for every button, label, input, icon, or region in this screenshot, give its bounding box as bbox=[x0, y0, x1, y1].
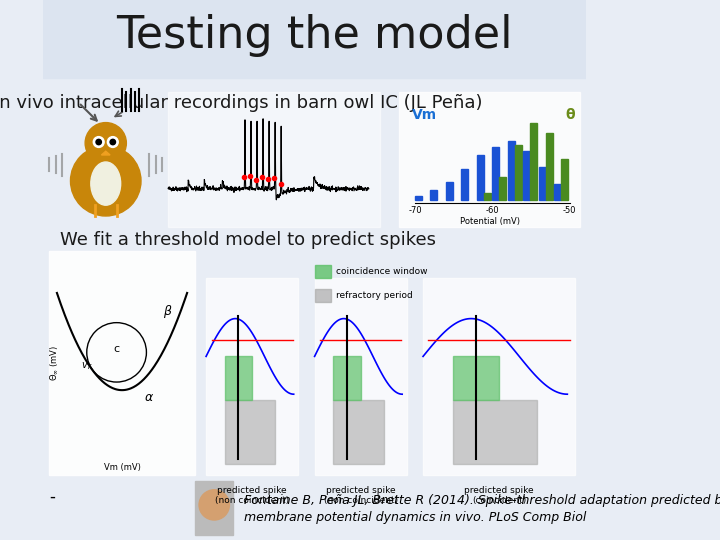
Text: $v_T$: $v_T$ bbox=[81, 361, 94, 373]
Text: Vm (mV): Vm (mV) bbox=[104, 463, 140, 472]
Bar bbox=[333, 400, 384, 464]
Circle shape bbox=[110, 139, 115, 145]
Text: Potential (mV): Potential (mV) bbox=[459, 217, 520, 226]
Text: refractory period: refractory period bbox=[336, 291, 413, 300]
Circle shape bbox=[71, 146, 141, 216]
Text: Testing the model: Testing the model bbox=[117, 14, 513, 57]
Bar bbox=[530, 123, 537, 200]
Text: Vm: Vm bbox=[413, 108, 437, 122]
Bar bbox=[225, 400, 275, 464]
Bar bbox=[523, 151, 530, 200]
Text: In vivo intracellular recordings in barn owl IC (JL Peña): In vivo intracellular recordings in barn… bbox=[0, 93, 483, 112]
Bar bbox=[539, 167, 546, 200]
Text: -50: -50 bbox=[563, 206, 576, 215]
Text: $\beta$: $\beta$ bbox=[163, 302, 172, 320]
Text: -: - bbox=[49, 488, 55, 506]
Bar bbox=[462, 169, 468, 200]
Bar bbox=[561, 159, 568, 200]
Bar bbox=[515, 145, 521, 200]
Bar bbox=[446, 182, 453, 200]
Bar bbox=[492, 147, 499, 200]
Bar bbox=[477, 156, 484, 200]
Bar bbox=[423, 278, 575, 475]
Bar bbox=[454, 400, 537, 464]
Bar bbox=[206, 278, 298, 475]
Bar bbox=[484, 193, 490, 200]
Text: Fontaine B, Peña JL, Brette R (2014). Spike-threshold adaptation predicted by
me: Fontaine B, Peña JL, Brette R (2014). Sp… bbox=[244, 494, 720, 524]
Circle shape bbox=[199, 490, 230, 520]
Text: predicted spike
(non coincident): predicted spike (non coincident) bbox=[323, 486, 397, 505]
Text: -70: -70 bbox=[408, 206, 422, 215]
Text: predicted spike
(non coincident): predicted spike (non coincident) bbox=[215, 486, 289, 505]
Text: $\alpha$: $\alpha$ bbox=[144, 391, 154, 404]
Bar bbox=[43, 0, 586, 78]
Bar bbox=[315, 289, 331, 302]
Bar bbox=[415, 196, 422, 200]
Bar bbox=[333, 356, 361, 400]
Bar bbox=[399, 92, 580, 227]
Bar bbox=[168, 92, 379, 227]
Bar bbox=[499, 177, 506, 200]
Text: We fit a threshold model to predict spikes: We fit a threshold model to predict spik… bbox=[60, 231, 436, 249]
Bar bbox=[49, 251, 195, 475]
Bar bbox=[315, 278, 407, 475]
Bar bbox=[431, 190, 437, 200]
Bar bbox=[554, 184, 561, 200]
Bar bbox=[454, 356, 499, 400]
Text: predicted spike
(coincident): predicted spike (coincident) bbox=[464, 486, 534, 505]
Text: -60: -60 bbox=[485, 206, 499, 215]
Bar bbox=[225, 356, 252, 400]
Text: θ: θ bbox=[565, 108, 575, 122]
Circle shape bbox=[107, 137, 118, 147]
Circle shape bbox=[96, 139, 102, 145]
Bar bbox=[546, 133, 552, 200]
Bar bbox=[508, 141, 515, 200]
Text: $\Theta_\infty$ (mV): $\Theta_\infty$ (mV) bbox=[48, 345, 60, 381]
Text: c: c bbox=[114, 345, 120, 354]
Circle shape bbox=[85, 123, 127, 164]
Bar bbox=[315, 265, 331, 278]
Text: coincidence window: coincidence window bbox=[336, 267, 428, 275]
Polygon shape bbox=[102, 151, 110, 155]
Circle shape bbox=[94, 137, 104, 147]
Ellipse shape bbox=[91, 162, 121, 205]
Bar bbox=[195, 481, 233, 535]
